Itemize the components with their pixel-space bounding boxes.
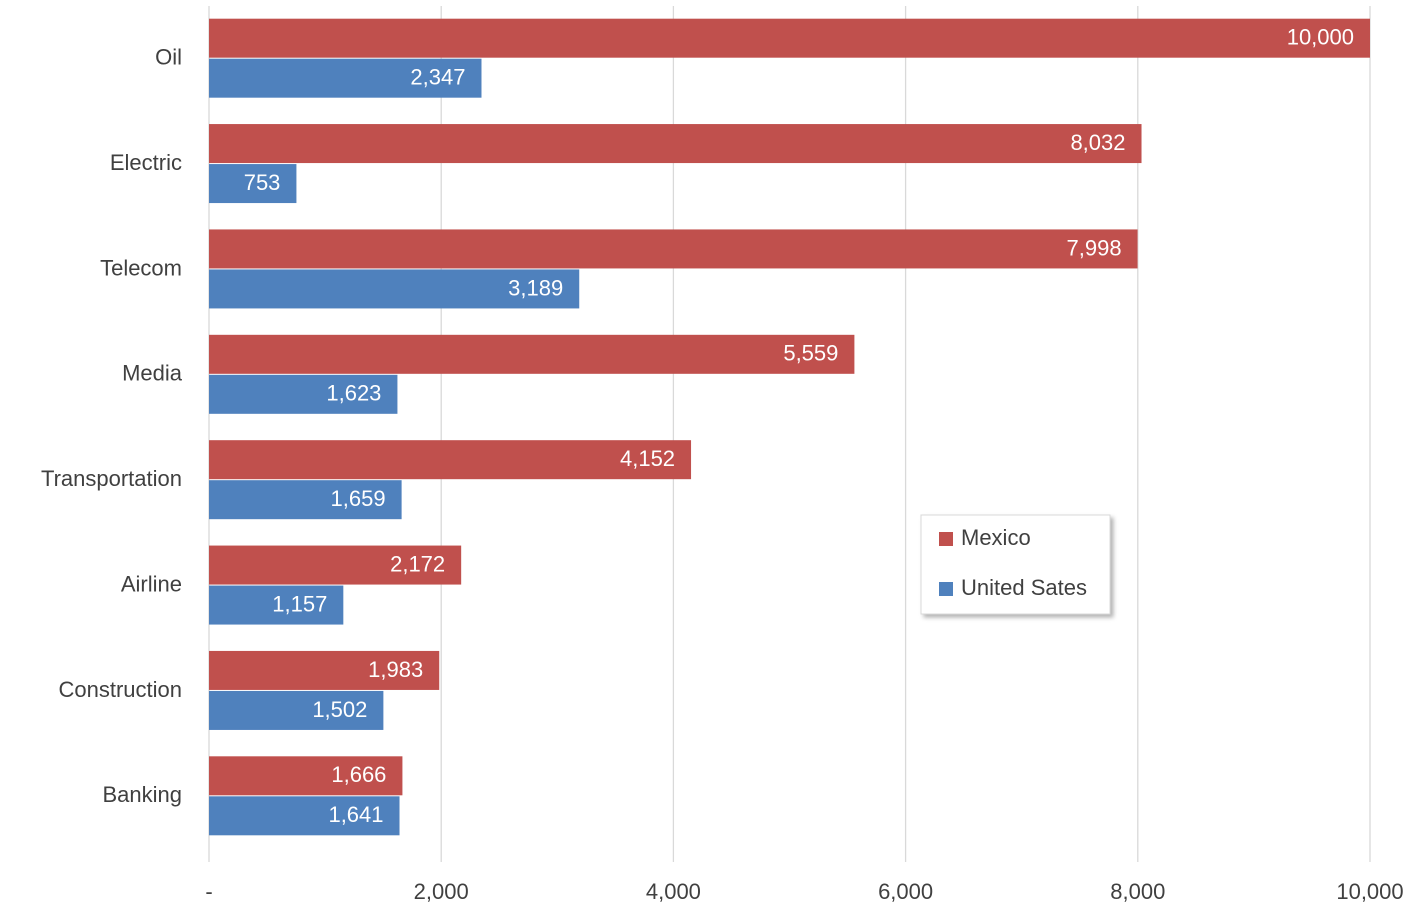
- x-tick-label: 2,000: [414, 879, 469, 904]
- bar: [209, 756, 403, 796]
- bar: [209, 58, 482, 98]
- value-label: 1,659: [331, 486, 386, 511]
- bar: [209, 374, 398, 414]
- value-label: 8,032: [1070, 130, 1125, 155]
- value-label: 10,000: [1287, 25, 1354, 50]
- y-tick-label: Oil: [155, 45, 182, 70]
- bar: [209, 650, 440, 690]
- legend-swatch: [939, 532, 953, 546]
- bar: [209, 124, 1142, 164]
- value-label: 2,347: [410, 65, 465, 90]
- legend-label: United Sates: [961, 575, 1087, 600]
- value-label: 1,983: [368, 657, 423, 682]
- legend-swatch: [939, 582, 953, 596]
- value-label: 1,641: [328, 802, 383, 827]
- value-label: 3,189: [508, 275, 563, 300]
- value-label: 753: [244, 170, 281, 195]
- x-tick-label: 4,000: [646, 879, 701, 904]
- legend: Mexico United Sates: [920, 514, 1111, 615]
- value-label: 5,559: [783, 341, 838, 366]
- bar: [209, 164, 297, 204]
- bar: [209, 229, 1138, 269]
- x-tick-label: -: [205, 879, 212, 904]
- y-tick-label: Construction: [58, 677, 182, 702]
- bar: [209, 269, 580, 309]
- y-tick-label: Media: [122, 361, 183, 386]
- value-label: 1,157: [272, 591, 327, 616]
- x-tick-label: 10,000: [1336, 879, 1403, 904]
- x-tick-label: 8,000: [1110, 879, 1165, 904]
- bar: [209, 545, 462, 585]
- value-label: 7,998: [1067, 235, 1122, 260]
- bar: [209, 334, 855, 374]
- bar: [209, 690, 384, 730]
- y-tick-label: Banking: [102, 782, 182, 807]
- value-label: 2,172: [390, 551, 445, 576]
- x-tick-label: 6,000: [878, 879, 933, 904]
- bar: [209, 796, 400, 836]
- y-tick-label: Transportation: [41, 466, 182, 491]
- bar: [209, 585, 344, 625]
- bar: [209, 440, 692, 480]
- legend-label: Mexico: [961, 525, 1031, 550]
- value-label: 1,502: [312, 697, 367, 722]
- bar: [209, 480, 402, 520]
- value-label: 1,623: [326, 381, 381, 406]
- value-label: 4,152: [620, 446, 675, 471]
- y-tick-label: Airline: [121, 571, 182, 596]
- y-tick-label: Electric: [110, 150, 182, 175]
- value-label: 1,666: [331, 762, 386, 787]
- legend-box: [920, 514, 1111, 615]
- y-tick-label: Telecom: [100, 255, 182, 280]
- bar: [209, 18, 1370, 58]
